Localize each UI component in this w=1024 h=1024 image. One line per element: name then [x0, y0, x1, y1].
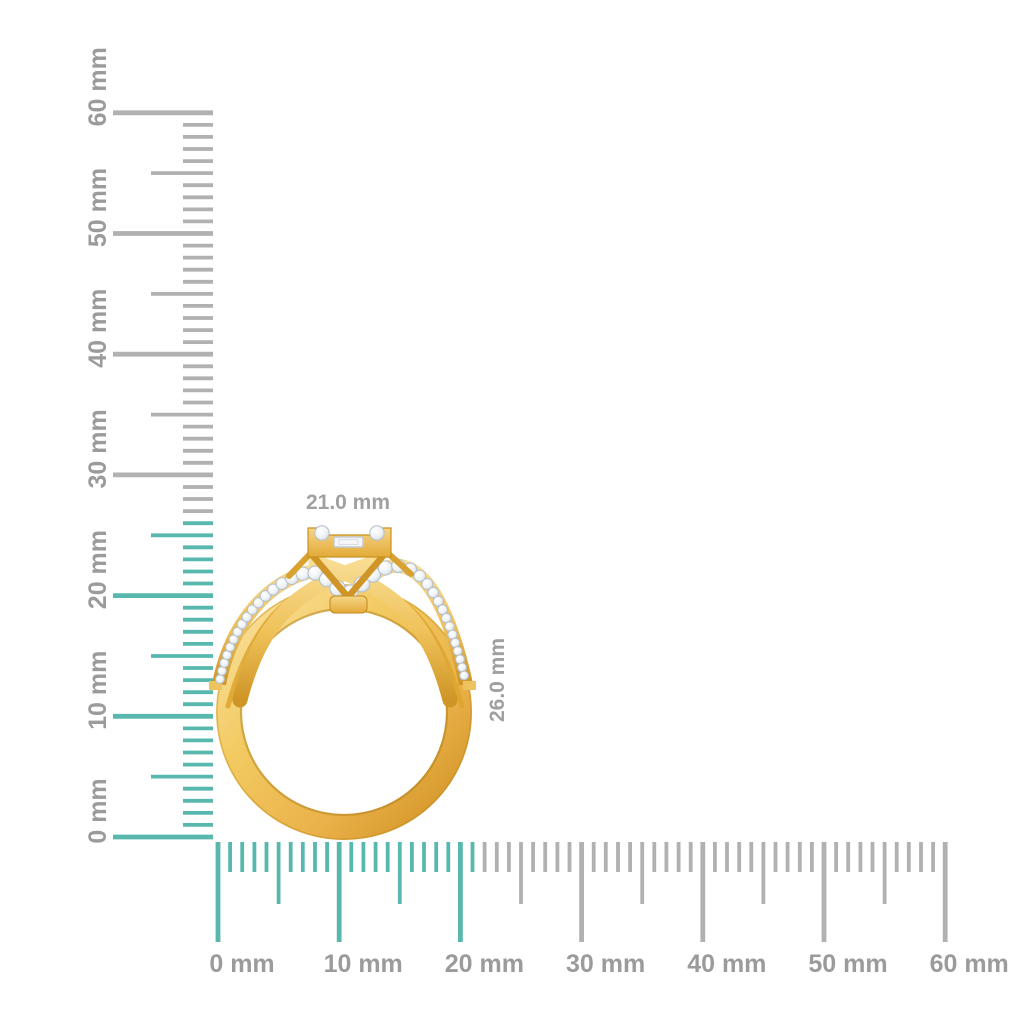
v-ruler-label-20mm: 20 mm [84, 530, 112, 609]
pave-diamond [236, 619, 248, 630]
pave-diamonds [215, 558, 470, 685]
h-ruler-label-20mm: 20 mm [445, 950, 524, 978]
v-ruler-label-10mm: 10 mm [84, 651, 112, 730]
pave-diamond [215, 674, 225, 685]
pave-diamond [259, 590, 272, 602]
v-ruler-label-50mm: 50 mm [84, 168, 112, 247]
pave-diamond [427, 586, 440, 599]
h-ruler-label-40mm: 40 mm [687, 950, 766, 978]
baguette-facet [338, 539, 359, 545]
head-diamond-left [314, 525, 330, 541]
shoulder-step-left [209, 681, 222, 690]
pave-diamond [459, 670, 470, 681]
pave-diamond [267, 583, 280, 596]
v-ruler-label-60mm: 60 mm [84, 47, 112, 126]
pave-diamond [452, 646, 463, 657]
pave-diamond [450, 637, 461, 648]
head-flare-left [286, 552, 312, 579]
h-ruler-label-50mm: 50 mm [808, 950, 887, 978]
head-flare-right [387, 552, 414, 577]
v-ruler-label-30mm: 30 mm [84, 409, 112, 488]
pave-diamond [455, 654, 465, 665]
h-ruler-label-60mm: 60 mm [930, 950, 1009, 978]
v-ruler-label-40mm: 40 mm [84, 289, 112, 368]
h-ruler-label-30mm: 30 mm [566, 950, 645, 978]
pave-diamond [457, 662, 468, 673]
h-ruler-label-10mm: 10 mm [324, 950, 403, 978]
collet [329, 595, 368, 614]
ring-head [286, 525, 414, 614]
vertical-ruler: 0 mm 10 mm 20 mm 30 mm 40 mm 50 mm 60 mm [84, 47, 213, 844]
pave-diamond [232, 626, 243, 638]
pave-diamond [246, 604, 258, 616]
baguette-diamond [333, 536, 364, 548]
ring-illustration [209, 525, 476, 840]
head-diamond-right [369, 525, 385, 541]
pave-diamond [421, 578, 434, 591]
width-dimension-label: 21.0 mm [306, 491, 390, 514]
h-ruler-label-0mm: 0 mm [209, 950, 274, 978]
pave-diamond [413, 569, 427, 583]
pave-diamond [252, 597, 265, 609]
pave-diamond [432, 595, 444, 607]
height-dimension-label: 26.0 mm [486, 638, 509, 722]
pave-diamond [241, 611, 253, 623]
horizontal-ruler: 0 mm 10 mm 20 mm 30 mm 40 mm 50 mm 60 mm [209, 842, 1009, 978]
shoulder-step-right [463, 681, 476, 690]
v-ruler-label-0mm: 0 mm [84, 778, 112, 843]
shank-strand-right [308, 555, 458, 708]
